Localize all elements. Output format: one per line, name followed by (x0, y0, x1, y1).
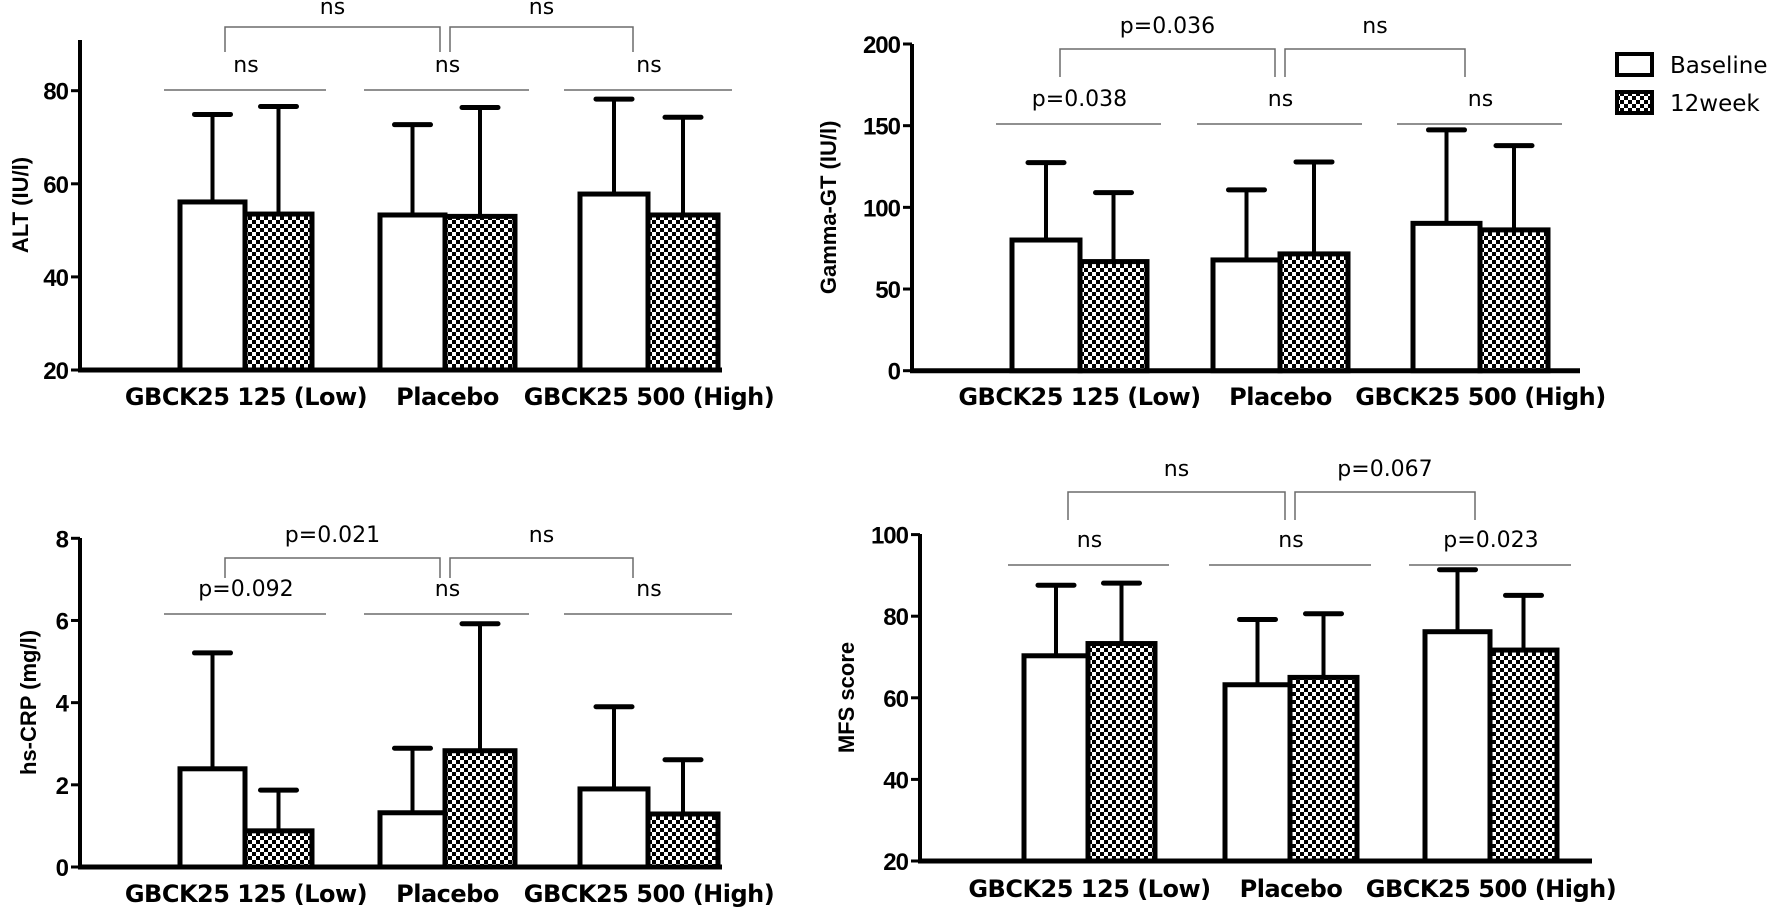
within-group-sig-label: ns (1468, 87, 1493, 112)
bar-12week (1085, 641, 1158, 864)
x-tick-label: GBCK25 500 (High) (1355, 383, 1605, 411)
within-group-sig-label: p=0.038 (1032, 87, 1127, 112)
y-tick-label: 100 (863, 195, 901, 222)
y-tick-label: 8 (56, 526, 69, 553)
panel-bottom-left: 0 2 4 6 8 hs-CRP (mg/l) GBCK25 125 (Low) p=0.09… (16, 523, 775, 908)
x-tick-label: GBCK25 125 (Low) (968, 875, 1210, 903)
within-group-sig-label: p=0.023 (1443, 528, 1538, 553)
within-group-sig-label: ns (1077, 528, 1102, 553)
y-tick-label: 20 (883, 849, 908, 876)
between-group-sig-label: ns (529, 0, 554, 20)
x-tick-label: Placebo (1240, 875, 1343, 903)
bar-12week (1287, 674, 1360, 864)
y-tick-label: 60 (43, 172, 68, 199)
within-group-sig-label: ns (636, 577, 661, 602)
bar-12week (645, 811, 721, 870)
legend-swatch-baseline (1615, 52, 1654, 77)
y-tick-label: 40 (883, 767, 908, 794)
between-group-sig-label: ns (320, 0, 345, 20)
between-group-bracket (1067, 491, 1286, 520)
x-tick-label: GBCK25 125 (Low) (125, 880, 367, 908)
between-group-sig-label: ns (529, 523, 554, 548)
bar-baseline (1021, 653, 1091, 864)
bar-baseline (377, 810, 448, 870)
panel-bottom-right: 20 40 60 80 100 MFS score GBCK25 125 (Low) ns Pl… (834, 457, 1617, 903)
y-axis-title: hs-CRP (mg/l) (16, 630, 41, 775)
between-group-bracket (224, 26, 441, 52)
legend: Baseline 12week (1615, 52, 1768, 117)
within-group-sig-label: ns (233, 53, 258, 78)
y-tick-label: 100 (871, 523, 909, 550)
y-tick-label: 4 (56, 691, 70, 718)
y-tick-label: 0 (56, 855, 69, 882)
bar-baseline (377, 212, 448, 373)
bar-baseline (1222, 682, 1293, 864)
between-group-bracket (449, 557, 634, 578)
bar-baseline (1410, 220, 1483, 374)
y-tick-label: 50 (875, 277, 900, 304)
legend-label-12week: 12week (1670, 91, 1760, 117)
y-tick-label: 40 (43, 265, 68, 292)
bar-baseline (177, 766, 248, 870)
x-tick-label: Placebo (396, 880, 499, 908)
y-tick-label: 60 (883, 686, 908, 713)
y-tick-label: 0 (888, 359, 901, 386)
within-group-sig-label: ns (1278, 528, 1303, 553)
bar-baseline (577, 786, 651, 870)
y-axis-title: ALT (IU/l) (8, 157, 33, 253)
legend-label-baseline: Baseline (1670, 53, 1768, 79)
y-tick-label: 200 (863, 32, 901, 59)
bar-baseline (1422, 629, 1493, 864)
bar-baseline (177, 199, 248, 373)
x-tick-label: GBCK25 125 (Low) (958, 383, 1200, 411)
bar-12week (242, 211, 315, 373)
y-tick-label: 2 (56, 773, 69, 800)
y-tick-label: 150 (863, 114, 901, 141)
x-tick-label: GBCK25 125 (Low) (125, 383, 367, 411)
bar-12week (645, 212, 721, 373)
within-group-sig-label: ns (435, 53, 460, 78)
between-group-sig-label: p=0.036 (1120, 14, 1215, 39)
within-group-sig-label: p=0.092 (198, 577, 293, 602)
y-tick-label: 6 (56, 608, 69, 635)
between-group-sig-label: ns (1164, 457, 1189, 482)
between-group-sig-label: p=0.067 (1337, 457, 1432, 482)
bar-12week (1487, 647, 1560, 864)
within-group-sig-label: ns (435, 577, 460, 602)
legend-swatch-12week (1615, 90, 1654, 115)
between-group-bracket (449, 26, 634, 52)
bar-baseline (1210, 257, 1283, 374)
bar-12week (1477, 227, 1551, 374)
bar-12week (442, 213, 518, 373)
between-group-sig-label: ns (1362, 14, 1387, 39)
x-tick-label: GBCK25 500 (High) (524, 880, 774, 908)
bar-baseline (1009, 237, 1083, 374)
x-tick-label: Placebo (396, 383, 499, 411)
x-tick-label: GBCK25 500 (High) (524, 383, 774, 411)
between-group-sig-label: p=0.021 (285, 523, 380, 548)
within-group-sig-label: ns (1268, 87, 1293, 112)
y-tick-label: 80 (883, 604, 908, 631)
y-axis-title: Gamma-GT (IU/l) (816, 121, 841, 295)
y-axis-title: MFS score (834, 642, 859, 753)
between-group-bracket (1284, 48, 1466, 77)
bar-12week (1277, 251, 1351, 374)
between-group-bracket (1059, 48, 1276, 77)
within-group-sig-label: ns (636, 53, 661, 78)
panel-top-right: 0 50 100 150 200 Gamma-GT (IU/l) GBCK25 125 (L… (816, 14, 1606, 411)
between-group-bracket (224, 557, 441, 578)
y-tick-label: 20 (43, 358, 68, 385)
y-tick-label: 80 (43, 79, 68, 106)
bar-12week (442, 748, 518, 870)
bar-12week (242, 828, 315, 870)
x-tick-label: Placebo (1229, 383, 1332, 411)
bar-12week (1077, 259, 1150, 374)
panel-top-left: 20 40 60 80 ALT (IU/l) GBCK25 125 (Low) ns Plac… (8, 0, 775, 411)
bar-baseline (577, 191, 651, 373)
between-group-bracket (1294, 491, 1476, 520)
x-tick-label: GBCK25 500 (High) (1366, 875, 1616, 903)
